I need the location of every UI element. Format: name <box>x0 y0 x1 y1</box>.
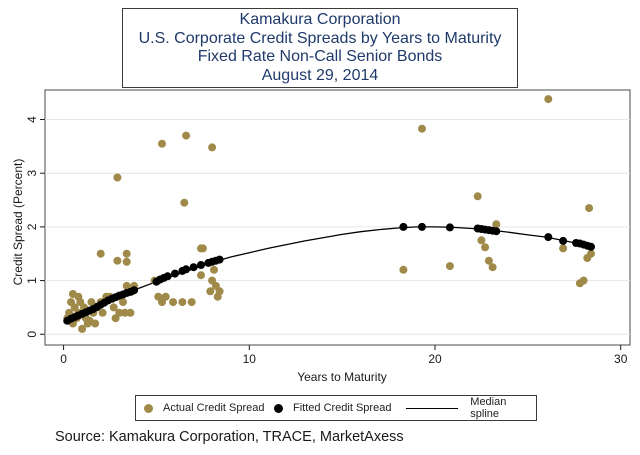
x-tick-label: 30 <box>614 352 628 366</box>
fitted-point <box>130 286 139 295</box>
fitted-point <box>399 222 408 231</box>
title-line-4: August 29, 2014 <box>261 66 379 84</box>
y-tick-label: 0 <box>25 331 39 338</box>
spline-line-icon <box>406 407 459 409</box>
actual-dot-icon <box>144 403 153 413</box>
y-tick-label: 3 <box>25 170 39 177</box>
actual-point <box>488 263 497 272</box>
actual-point <box>120 308 129 317</box>
actual-point <box>180 198 189 207</box>
actual-point <box>559 244 568 253</box>
actual-point <box>85 316 94 325</box>
legend-actual: Actual Credit Spread <box>144 396 265 420</box>
fitted-point <box>189 263 198 272</box>
title-line-2: U.S. Corporate Credit Spreads by Years t… <box>138 29 502 47</box>
x-tick-label: 10 <box>243 352 257 366</box>
actual-point <box>96 249 105 258</box>
fitted-point <box>182 265 191 274</box>
legend: Actual Credit Spread Fitted Credit Sprea… <box>135 395 537 421</box>
y-tick-label: 2 <box>25 223 39 230</box>
actual-point <box>115 308 124 317</box>
fitted-point <box>215 255 224 264</box>
actual-point <box>215 287 224 296</box>
source-note: Source: Kamakura Corporation, TRACE, Mar… <box>55 429 404 445</box>
legend-fitted-label: Fitted Credit Spread <box>293 402 392 414</box>
actual-point <box>544 95 553 104</box>
actual-point <box>399 265 408 274</box>
actual-point <box>583 254 592 262</box>
actual-point <box>484 256 493 265</box>
fitted-point <box>445 223 454 232</box>
actual-point <box>122 249 131 258</box>
x-tick-label: 0 <box>60 352 67 366</box>
legend-actual-label: Actual Credit Spread <box>163 402 265 414</box>
actual-point <box>182 131 191 140</box>
actual-point <box>113 256 122 265</box>
actual-point <box>445 262 454 271</box>
actual-point <box>585 204 594 213</box>
fitted-point <box>544 233 553 242</box>
actual-point <box>158 139 166 148</box>
y-tick-label: 4 <box>25 116 39 123</box>
actual-point <box>210 265 218 274</box>
fitted-points <box>63 222 595 325</box>
scatter-chart: 0 1 2 3 4 0 10 20 30 Years to Maturity Credit Sp… <box>11 89 631 384</box>
actual-point <box>197 244 205 253</box>
x-tick-label: 20 <box>428 352 442 366</box>
fitted-point <box>163 272 172 281</box>
actual-point <box>109 303 118 312</box>
actual-point <box>418 124 426 133</box>
actual-point <box>208 143 217 152</box>
legend-spline: Median spline <box>406 396 536 420</box>
plot-area <box>44 89 631 346</box>
title-line-1: Kamakura Corporation <box>239 11 401 28</box>
axes: 0 1 2 3 4 0 10 20 30 <box>25 116 628 366</box>
fitted-point <box>559 236 568 245</box>
actual-point <box>579 276 588 285</box>
actual-point <box>119 298 127 307</box>
y-tick-label: 1 <box>25 277 39 284</box>
fitted-point <box>492 227 501 236</box>
chart-title-box: Kamakura Corporation U.S. Corporate Cred… <box>122 8 518 88</box>
actual-point <box>74 292 83 301</box>
legend-spline-label: Median spline <box>470 396 507 420</box>
actual-point <box>169 298 178 307</box>
fitted-point <box>171 269 179 278</box>
actual-point <box>492 220 501 229</box>
actual-point <box>206 287 215 296</box>
actual-point <box>161 292 170 301</box>
gridlines <box>45 119 630 335</box>
y-axis-label: Credit Spread (Percent) <box>11 159 25 286</box>
fitted-dot-icon <box>274 403 283 413</box>
actual-point <box>187 298 196 307</box>
actual-point <box>178 298 187 307</box>
actual-point <box>122 257 131 266</box>
actual-point <box>98 308 107 317</box>
legend-fitted: Fitted Credit Spread <box>274 396 391 420</box>
fitted-point <box>587 242 595 251</box>
actual-point <box>477 236 486 245</box>
x-axis-label: Years to Maturity <box>297 370 387 384</box>
fitted-point <box>197 261 205 269</box>
actual-point <box>113 173 122 182</box>
actual-point <box>78 324 87 333</box>
fitted-point <box>418 222 426 231</box>
actual-point <box>197 271 205 280</box>
actual-points <box>63 95 595 333</box>
actual-point <box>126 308 135 317</box>
actual-point <box>87 298 96 307</box>
actual-point <box>473 192 482 201</box>
title-line-3: Fixed Rate Non-Call Senior Bonds <box>197 48 443 65</box>
actual-point <box>481 243 490 252</box>
